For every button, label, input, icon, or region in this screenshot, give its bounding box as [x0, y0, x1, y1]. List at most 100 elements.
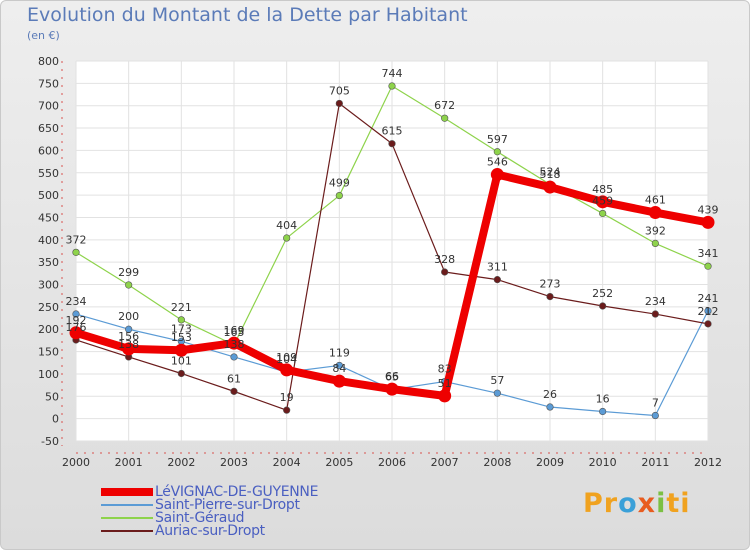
legend-swatch [101, 517, 153, 519]
data-point [125, 281, 133, 289]
data-label: 744 [382, 67, 403, 80]
x-tick-label: 2005 [325, 456, 353, 469]
data-point [388, 82, 396, 90]
proxiti-logo: Proxiti [583, 488, 691, 519]
data-point [599, 407, 607, 416]
y-tick-label: 750 [38, 77, 59, 90]
data-point [651, 239, 659, 247]
y-tick-label: 550 [38, 167, 59, 180]
data-point [546, 293, 554, 301]
data-label: 26 [543, 388, 557, 401]
data-label: 200 [118, 310, 139, 323]
x-tick-label: 2002 [167, 456, 195, 469]
data-label: 109 [276, 351, 297, 364]
data-point [651, 310, 659, 318]
y-tick-label: 650 [38, 122, 59, 135]
data-point [122, 342, 136, 356]
y-tick-label: 100 [38, 368, 59, 381]
data-label: 176 [66, 321, 87, 334]
data-point [441, 268, 449, 276]
y-tick-label: 350 [38, 256, 59, 269]
data-point [385, 382, 399, 396]
legend-swatch [101, 530, 153, 532]
data-label: 65 [385, 371, 399, 384]
data-label: 273 [540, 278, 561, 291]
data-point [230, 387, 238, 395]
data-label: 212 [698, 305, 719, 318]
data-label: 138 [118, 338, 139, 351]
data-label: 19 [280, 391, 294, 404]
y-tick-label: 600 [38, 144, 59, 157]
y-tick-label: 0 [52, 413, 59, 426]
data-label: 241 [698, 292, 719, 305]
y-tick-label: 250 [38, 301, 59, 314]
x-tick-label: 2008 [483, 456, 511, 469]
legend-swatch [101, 504, 153, 506]
data-label-layer: 234 200 173 138 104 119 65 83 57 26 16 7 241 372 299 22… [66, 67, 719, 409]
data-point [227, 336, 241, 350]
chart-title: Evolution du Montant de la Dette par Hab… [27, 4, 468, 26]
data-point [704, 307, 712, 315]
data-label: 66 [385, 370, 399, 383]
data-label: 299 [118, 266, 139, 279]
data-point [332, 374, 346, 388]
legend-label: Auriac-sur-Dropt [155, 523, 265, 539]
x-tick-label: 2006 [378, 456, 406, 469]
data-label: 234 [645, 295, 666, 308]
chart-unit-subtitle: (en €) [27, 29, 60, 42]
x-tick-label: 2001 [115, 456, 143, 469]
y-tick-label: 400 [38, 234, 59, 247]
data-point [69, 326, 83, 340]
data-label: 311 [487, 261, 508, 274]
x-tick-label: 2003 [220, 456, 248, 469]
logo-part: x [637, 488, 657, 519]
data-label: 499 [329, 177, 350, 190]
data-point [493, 276, 501, 284]
legend-label: LéVIGNAC-DE-GUYENNE [155, 484, 319, 500]
data-label: 192 [66, 314, 87, 327]
data-label: 615 [382, 125, 403, 138]
data-label: 138 [224, 338, 245, 351]
data-label: 119 [329, 346, 350, 359]
legend-label: Saint-Géraud [155, 510, 245, 526]
data-label: 341 [698, 247, 719, 260]
y-tick-label: 800 [38, 55, 59, 68]
data-point [599, 209, 607, 218]
data-point [230, 353, 238, 361]
data-point [651, 411, 659, 420]
data-point [72, 248, 80, 256]
data-point [335, 361, 343, 370]
data-point [283, 234, 291, 242]
data-label: 597 [487, 133, 508, 146]
data-label: 524 [540, 165, 561, 178]
data-point [438, 389, 452, 403]
data-label: 392 [645, 224, 666, 237]
data-point [493, 389, 501, 397]
y-tick-label: 200 [38, 323, 59, 336]
data-label: 173 [171, 322, 192, 335]
data-point [704, 262, 712, 270]
y-tick-label: 50 [45, 390, 59, 403]
data-label: 57 [490, 374, 504, 387]
data-point [174, 343, 188, 357]
data-point [283, 406, 291, 414]
data-point [493, 148, 501, 156]
data-point [388, 140, 396, 148]
data-label: 705 [329, 84, 350, 97]
data-point [441, 114, 449, 122]
data-point [125, 325, 133, 333]
data-label: 372 [66, 233, 87, 246]
data-label: 51 [438, 377, 452, 390]
data-label: 485 [592, 183, 613, 196]
y-tick-label: 700 [38, 100, 59, 113]
axis-layer: -50 0 50 100 150 200 250 300 350 400 450 500 550 600 6… [38, 55, 722, 469]
y-tick-label: 300 [38, 279, 59, 292]
data-point [599, 302, 607, 310]
data-point [704, 320, 712, 328]
data-label: 16 [596, 392, 610, 405]
data-label: 252 [592, 287, 613, 300]
legend-swatch [101, 488, 153, 496]
logo-part: Pr [583, 488, 619, 519]
